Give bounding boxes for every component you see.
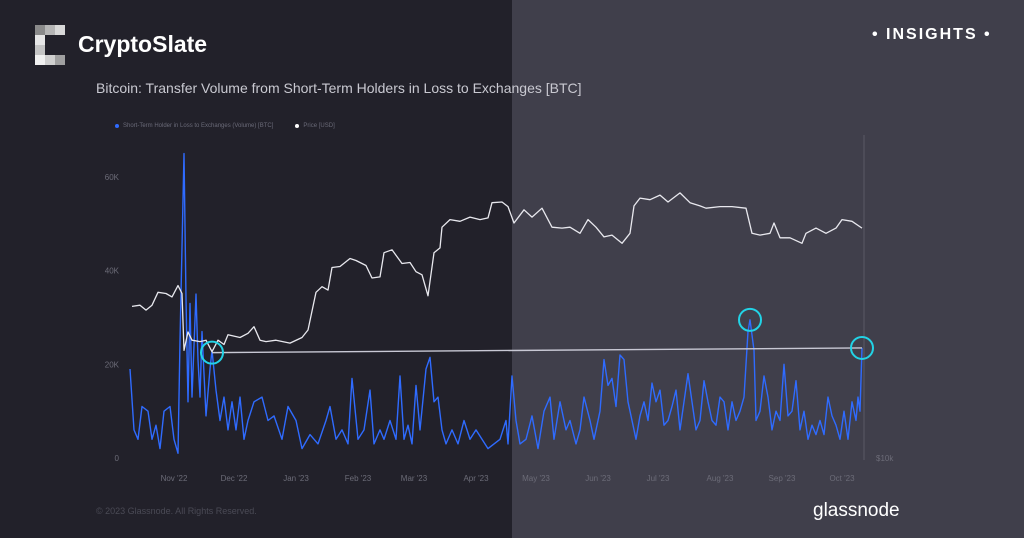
background-right <box>512 0 1024 538</box>
x-tick-label: Jan '23 <box>283 474 309 483</box>
highlight-circle <box>200 340 224 365</box>
background-left <box>0 0 512 538</box>
y-right-tick-label: $10k <box>876 454 894 463</box>
x-tick-label: Dec '22 <box>221 474 248 483</box>
legend-price-marker <box>295 124 300 128</box>
highlight-circle <box>850 335 874 360</box>
x-tick-label: Mar '23 <box>401 474 428 483</box>
glassnode-logo: glassnode <box>813 500 900 521</box>
y-left-tick-label: 0 <box>115 454 120 463</box>
chart-legend: Short-Term Holder in Loss to Exchanges (… <box>115 123 335 129</box>
y-left-tick-label: 60K <box>105 173 120 182</box>
x-tick-label: Apr '23 <box>463 474 489 483</box>
x-tick-label: Feb '23 <box>345 474 372 483</box>
y-left-tick-label: 20K <box>105 360 120 369</box>
legend-volume-label: Short-Term Holder in Loss to Exchanges (… <box>123 123 274 129</box>
chart-title: Bitcoin: Transfer Volume from Short-Term… <box>96 80 582 96</box>
legend-volume-marker <box>115 124 119 128</box>
x-tick-label: May '23 <box>522 474 550 483</box>
reference-line <box>211 347 863 354</box>
insights-badge: • INSIGHTS • <box>872 26 992 43</box>
volume-series-line <box>129 152 863 454</box>
x-tick-label: Jun '23 <box>585 474 611 483</box>
highlight-circle <box>738 307 762 332</box>
x-tick-label: Sep '23 <box>769 474 796 483</box>
price-series-line <box>131 192 863 353</box>
copyright-text: © 2023 Glassnode. All Rights Reserved. <box>96 506 257 516</box>
y-left-tick-label: 40K <box>105 267 120 276</box>
x-tick-label: Aug '23 <box>707 474 734 483</box>
x-tick-label: Oct '23 <box>829 474 855 483</box>
x-tick-label: Jul '23 <box>647 474 670 483</box>
x-tick-label: Nov '22 <box>161 474 188 483</box>
brand-name: CryptoSlate <box>78 31 208 57</box>
cryptoslate-logo-icon <box>35 25 65 65</box>
legend-price-label: Price [USD] <box>303 123 335 129</box>
